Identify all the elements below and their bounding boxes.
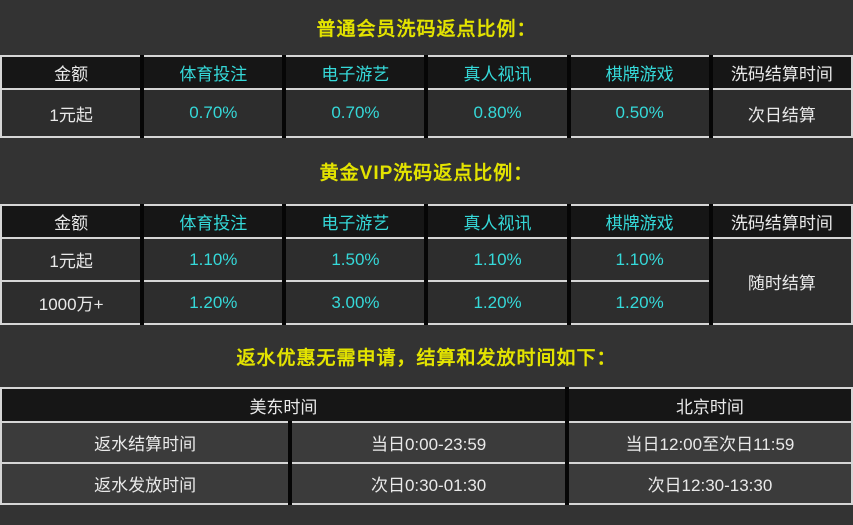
normal-member-rebate-table: 金额 体育投注 电子游艺 真人视讯 棋牌游戏 洗码结算时间 1元起 0.70% … (0, 55, 853, 138)
rebate-value-cell: 1.20% (424, 280, 571, 325)
column-header-beijing-time: 北京时间 (564, 387, 853, 423)
table-row: 返水发放时间 次日0:30-01:30 次日12:30-13:30 (0, 462, 853, 505)
settlement-time-merged-cell: 随时结算 (708, 237, 853, 325)
column-header-amount: 金额 (0, 55, 145, 90)
amount-cell: 1元起 (0, 88, 145, 138)
amount-cell: 1000万+ (0, 280, 145, 325)
settlement-time-cell: 次日结算 (708, 88, 853, 138)
table-header-row: 美东时间 北京时间 (0, 387, 853, 423)
gold-vip-rebate-table: 金额 体育投注 电子游艺 真人视讯 棋牌游戏 洗码结算时间 1元起 1.10% … (0, 204, 853, 325)
table-row: 返水结算时间 当日0:00-23:59 当日12:00至次日11:59 (0, 421, 853, 464)
column-header-cards: 棋牌游戏 (566, 204, 713, 239)
amount-cell: 1元起 (0, 237, 145, 282)
rebate-schedule-table: 美东时间 北京时间 返水结算时间 当日0:00-23:59 当日12:00至次日… (0, 387, 853, 505)
column-header-slots: 电子游艺 (282, 204, 429, 239)
rebate-value-cell: 1.10% (566, 237, 713, 282)
table-row: 1元起 1.10% 1.50% 1.10% 1.10% 随时结算 (0, 237, 853, 325)
rebate-value-cell: 0.70% (140, 88, 287, 138)
rebate-schedule-title: 返水优惠无需申请，结算和发放时间如下： (236, 347, 617, 369)
schedule-time-cell: 次日0:30-01:30 (288, 462, 569, 505)
column-header-settlement-time: 洗码结算时间 (708, 55, 853, 90)
column-header-settlement-time: 洗码结算时间 (708, 204, 853, 239)
rebate-value-cell: 0.70% (282, 88, 429, 138)
schedule-time-cell: 当日0:00-23:59 (288, 421, 569, 464)
rebate-value-cell: 1.10% (424, 237, 571, 282)
rebate-value-cell: 0.50% (566, 88, 713, 138)
rebate-value-cell: 1.20% (140, 280, 287, 325)
table-row: 1元起 0.70% 0.70% 0.80% 0.50% 次日结算 (0, 88, 853, 138)
table-row: 1000万+ 1.20% 3.00% 1.20% 1.20% (0, 280, 852, 325)
column-header-cards: 棋牌游戏 (566, 55, 713, 90)
gold-vip-rebate-title: 黄金VIP洗码返点比例： (319, 162, 534, 184)
rebate-value-cell: 1.10% (140, 237, 287, 282)
column-header-sports: 体育投注 (140, 55, 287, 90)
column-header-sports: 体育投注 (140, 204, 287, 239)
table-header-row: 金额 体育投注 电子游艺 真人视讯 棋牌游戏 洗码结算时间 (0, 204, 853, 239)
schedule-time-cell: 次日12:30-13:30 (564, 462, 853, 505)
column-header-live: 真人视讯 (424, 55, 571, 90)
rebate-page: 普通会员洗码返点比例： 金额 体育投注 电子游艺 真人视讯 棋牌游戏 洗码结算时… (0, 19, 853, 505)
rebate-value-cell: 3.00% (282, 280, 429, 325)
normal-member-rebate-title: 普通会员洗码返点比例： (316, 19, 537, 40)
table-header-row: 金额 体育投注 电子游艺 真人视讯 棋牌游戏 洗码结算时间 (0, 55, 853, 90)
rebate-value-cell: 0.80% (424, 88, 571, 138)
rebate-value-cell: 1.20% (566, 280, 712, 325)
column-header-slots: 电子游艺 (282, 55, 429, 90)
schedule-label-cell: 返水发放时间 (0, 462, 293, 505)
column-header-live: 真人视讯 (424, 204, 571, 239)
column-header-amount: 金额 (0, 204, 145, 239)
schedule-time-cell: 当日12:00至次日11:59 (564, 421, 853, 464)
rebate-value-cell: 1.50% (282, 237, 429, 282)
schedule-label-cell: 返水结算时间 (0, 421, 293, 464)
column-header-us-eastern-time: 美东时间 (0, 387, 569, 423)
